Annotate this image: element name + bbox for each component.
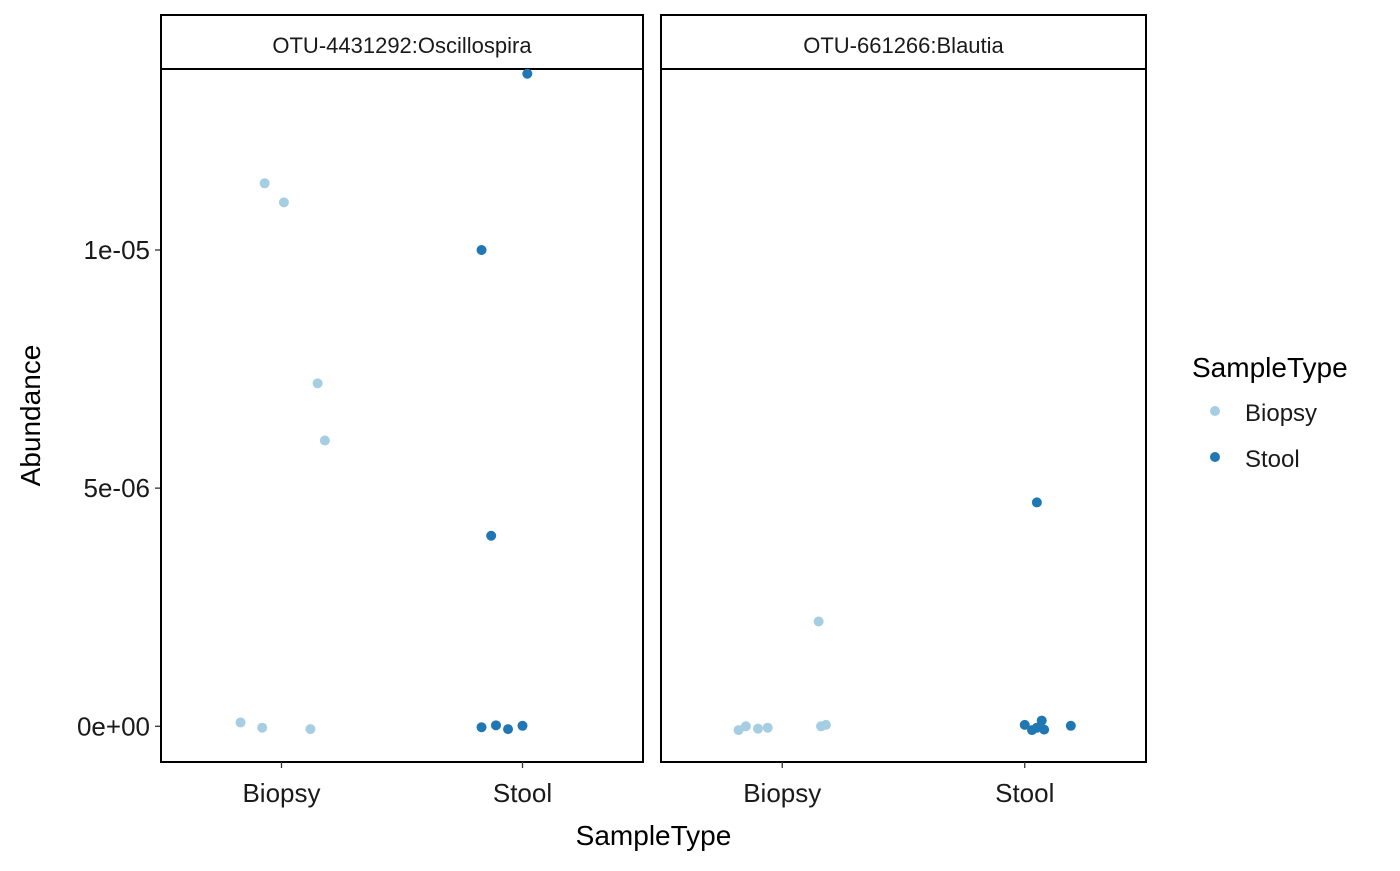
x-axis-title: SampleType [576, 820, 732, 851]
legend-title: SampleType [1192, 352, 1348, 383]
y-tick-label: 1e-05 [84, 235, 151, 265]
legend-key [1210, 452, 1220, 462]
facet-title: OTU-4431292:Oscillospira [272, 33, 532, 58]
panel-border [660, 68, 1147, 763]
facet-strip [160, 14, 644, 70]
data-point [305, 724, 316, 735]
y-tick-label: 5e-06 [84, 473, 151, 503]
data-point [517, 720, 528, 731]
x-tick-label: Biopsy [743, 778, 821, 808]
data-point [503, 724, 514, 735]
data-point [1065, 720, 1076, 731]
data-point [257, 722, 268, 733]
data-point [259, 178, 270, 189]
facet-title: OTU-661266:Blautia [803, 33, 1004, 58]
data-point [278, 197, 289, 208]
data-point [1031, 497, 1042, 508]
y-tick-label: 0e+00 [77, 711, 150, 741]
data-point [753, 723, 763, 734]
data-point [820, 719, 831, 730]
data-point [813, 616, 824, 627]
data-point [522, 68, 533, 79]
data-point [312, 378, 323, 389]
data-point [486, 530, 497, 541]
data-point [1019, 719, 1030, 730]
legend-label: Stool [1245, 446, 1300, 473]
data-point [762, 722, 773, 733]
data-point [740, 721, 751, 732]
data-point [1036, 715, 1047, 726]
data-point [1031, 722, 1042, 733]
legend-key [1210, 406, 1220, 416]
y-axis-title: Abundance [15, 345, 46, 487]
data-point [319, 435, 330, 446]
data-point [490, 720, 501, 731]
data-point [235, 717, 246, 728]
x-tick-label: Stool [493, 778, 552, 808]
data-point [476, 244, 487, 255]
x-tick-label: Biopsy [242, 778, 320, 808]
legend-label: Biopsy [1245, 400, 1317, 427]
panel-border [160, 68, 644, 763]
x-tick-label: Stool [995, 778, 1054, 808]
data-point [476, 722, 487, 733]
